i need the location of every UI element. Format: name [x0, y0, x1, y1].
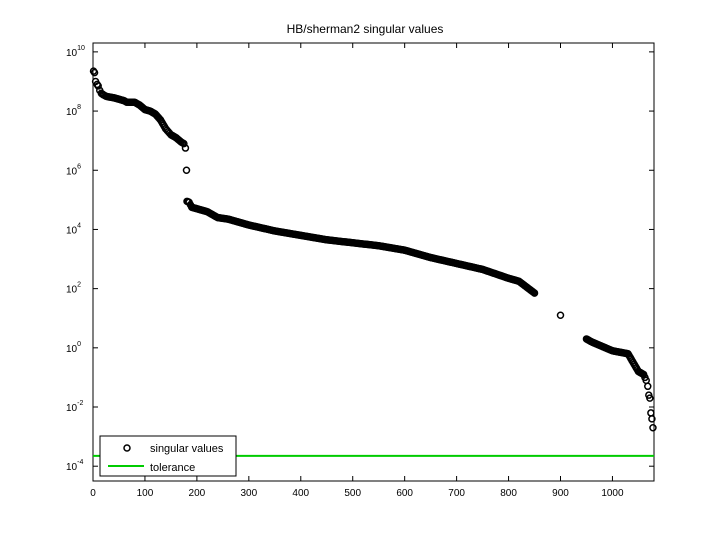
singular-value-point: [181, 144, 190, 152]
x-tick-label: 800: [500, 488, 517, 499]
y-tick-label: 106: [66, 163, 81, 177]
x-tick-label: 1000: [601, 488, 624, 499]
axis-ticks: 0 100 200 300 400 500 600 700 800 900 1000 1010 108 1…: [66, 43, 654, 499]
x-tick-label: 600: [396, 488, 413, 499]
legend-box: [99, 435, 237, 477]
y-tick-label: 108: [66, 104, 81, 118]
singular-value-point: [90, 68, 99, 77]
legend-label-tolerance: tolerance: [150, 462, 195, 474]
y-tick-label: 104: [66, 222, 81, 236]
singular-value-point: [180, 139, 188, 148]
plot-area: [92, 42, 655, 482]
x-tick-label: 500: [344, 488, 361, 499]
y-tick-label: 102: [66, 282, 81, 296]
singular-value-point: [646, 394, 654, 402]
x-tick-label: 900: [552, 488, 569, 499]
y-tick-label: 1010: [66, 45, 85, 59]
chart-title: HB/sherman2 singular values: [287, 22, 444, 36]
x-tick-label: 0: [90, 488, 96, 499]
singular-value-point: [556, 311, 565, 320]
legend: singular values tolerance: [99, 435, 237, 477]
x-tick-label: 700: [448, 488, 465, 499]
singular-value-point: [530, 289, 539, 297]
x-tick-label: 200: [189, 488, 206, 499]
singular-value-point: [649, 423, 657, 432]
singular-value-point: [182, 166, 191, 175]
legend-label-singular-values: singular values: [150, 443, 224, 455]
y-tick-label: 10-2: [66, 400, 83, 414]
data-series: [89, 67, 657, 457]
singular-value-point: [94, 82, 102, 90]
singular-value-point: [644, 382, 652, 391]
legend-marker-singular-values: [123, 444, 131, 452]
singular-value-point: [648, 415, 656, 423]
y-tick-label: 10-4: [66, 459, 83, 473]
x-tick-label: 100: [137, 488, 154, 499]
y-tick-label: 100: [66, 341, 81, 355]
x-tick-label: 400: [292, 488, 309, 499]
x-tick-label: 300: [240, 488, 257, 499]
